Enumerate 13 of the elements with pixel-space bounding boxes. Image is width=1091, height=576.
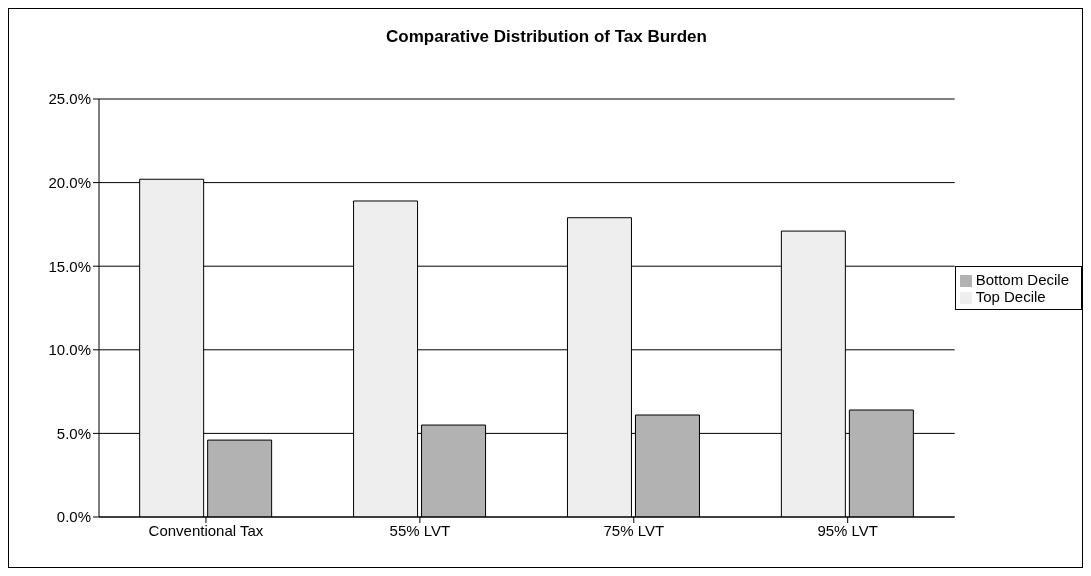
y-tick-label: 15.0% xyxy=(48,257,91,275)
y-tick-label: 25.0% xyxy=(48,90,91,108)
legend-label: Bottom Decile xyxy=(975,271,1069,288)
x-tick-label: 55% LVT xyxy=(389,521,451,539)
x-tick-label: 75% LVT xyxy=(603,521,665,539)
y-tick-label: 20.0% xyxy=(48,173,91,191)
y-tick-label: 10.0% xyxy=(48,341,91,359)
y-tick-label: 5.0% xyxy=(56,424,91,442)
x-tick-label: Conventional Tax xyxy=(148,521,264,539)
chart-title: Comparative Distribution of Tax Burden xyxy=(385,27,708,47)
x-tick-label: 95% LVT xyxy=(817,521,878,539)
y-tick-label: 0.0% xyxy=(56,508,91,526)
legend-label: Top Decile xyxy=(975,288,1046,305)
